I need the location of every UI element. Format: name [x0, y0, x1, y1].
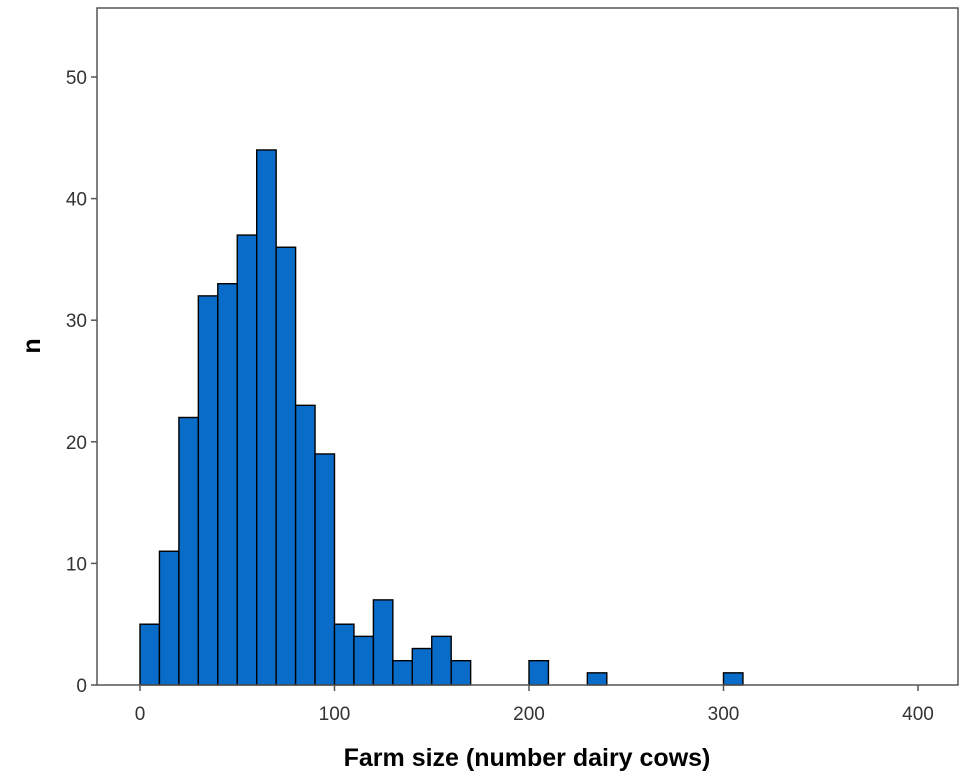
y-tick-label: 40	[66, 190, 87, 211]
histogram-bar-100-110	[333, 623, 355, 686]
histogram-bar-300-310	[722, 672, 744, 686]
histogram-bar-40-50	[217, 283, 238, 686]
histogram-bar-230-240	[586, 672, 608, 686]
y-axis: 0 10 20 30 40 50	[66, 68, 97, 697]
histogram-bar-120-130	[372, 599, 394, 686]
y-tick-label: 0	[76, 676, 87, 697]
y-tick-label: 30	[66, 311, 87, 332]
histogram-bar-160-170	[450, 659, 472, 686]
x-axis-title: Farm size (number dairy cows)	[344, 744, 711, 772]
histogram-bar-30-40	[197, 295, 219, 686]
histogram-bar-10-20	[158, 550, 180, 686]
x-tick-label: 0	[135, 704, 146, 725]
plot-frame	[96, 7, 959, 686]
histogram-bar-50-60	[236, 234, 258, 686]
histogram-bar-150-160	[431, 635, 452, 686]
bars-group	[139, 149, 744, 686]
histogram-bar-90-100	[314, 453, 336, 686]
x-tick-label: 200	[513, 704, 545, 725]
histogram-bar-130-140	[392, 659, 414, 686]
histogram-bar-60-70	[256, 149, 277, 686]
x-axis: 0 100 200 300 400	[135, 685, 934, 725]
histogram-bar-0-10	[139, 623, 161, 686]
histogram-bar-70-80	[275, 246, 297, 686]
y-tick-label: 10	[66, 554, 87, 575]
histogram-bar-200-210	[528, 659, 550, 686]
histogram-bar-20-30	[178, 416, 200, 686]
x-tick-label: 300	[708, 704, 740, 725]
y-tick-label: 20	[66, 433, 87, 454]
x-tick-label: 100	[319, 704, 351, 725]
histogram-bar-140-150	[411, 647, 433, 686]
y-tick-label: 50	[66, 68, 87, 89]
x-tick-label: 400	[902, 704, 934, 725]
histogram-bar-80-90	[294, 404, 316, 686]
histogram-bar-110-120	[353, 635, 375, 686]
y-axis-title: n	[18, 338, 46, 353]
